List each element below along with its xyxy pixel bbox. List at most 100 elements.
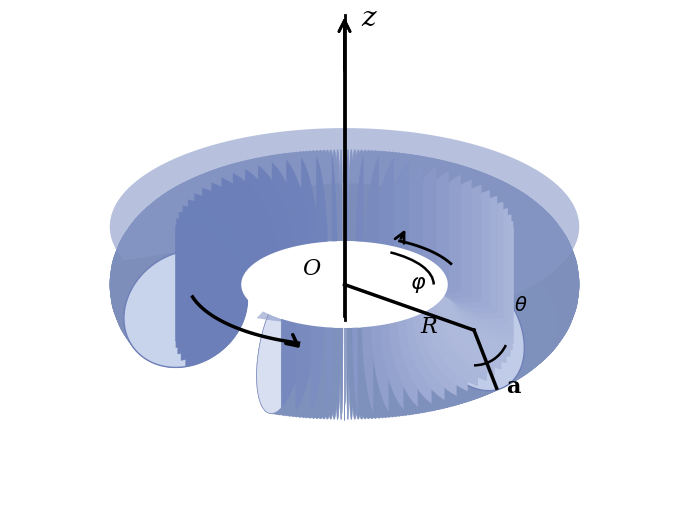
Polygon shape	[190, 169, 276, 293]
Polygon shape	[288, 290, 320, 417]
Polygon shape	[440, 252, 501, 369]
Polygon shape	[110, 230, 241, 346]
Polygon shape	[124, 250, 247, 367]
Polygon shape	[296, 290, 323, 418]
Polygon shape	[176, 232, 241, 347]
Polygon shape	[185, 250, 247, 366]
Polygon shape	[383, 156, 433, 282]
Polygon shape	[420, 272, 468, 391]
Polygon shape	[368, 152, 398, 279]
Polygon shape	[324, 150, 336, 278]
Polygon shape	[340, 150, 342, 278]
Polygon shape	[272, 288, 313, 415]
Polygon shape	[284, 152, 318, 279]
Polygon shape	[446, 241, 510, 356]
Polygon shape	[241, 241, 448, 328]
Polygon shape	[424, 270, 524, 391]
Polygon shape	[442, 203, 566, 320]
Polygon shape	[311, 290, 324, 412]
Polygon shape	[439, 254, 559, 372]
Polygon shape	[147, 186, 258, 305]
Polygon shape	[256, 287, 306, 414]
Polygon shape	[116, 244, 244, 360]
Polygon shape	[284, 289, 318, 417]
Polygon shape	[441, 251, 564, 369]
Polygon shape	[431, 186, 542, 305]
Polygon shape	[112, 217, 242, 332]
Polygon shape	[356, 150, 369, 278]
Polygon shape	[444, 207, 570, 323]
Polygon shape	[448, 234, 578, 350]
Polygon shape	[328, 150, 338, 278]
Polygon shape	[436, 259, 552, 377]
Polygon shape	[435, 191, 550, 310]
Polygon shape	[121, 204, 246, 321]
Polygon shape	[264, 288, 309, 415]
Polygon shape	[137, 192, 253, 310]
Polygon shape	[115, 212, 243, 328]
Polygon shape	[112, 236, 242, 351]
Polygon shape	[120, 205, 245, 322]
Polygon shape	[362, 290, 373, 413]
Polygon shape	[327, 291, 333, 413]
Polygon shape	[395, 160, 458, 285]
Polygon shape	[231, 160, 294, 285]
Polygon shape	[448, 229, 579, 345]
Polygon shape	[444, 247, 506, 363]
Polygon shape	[288, 152, 320, 279]
Polygon shape	[398, 283, 465, 408]
Polygon shape	[280, 153, 316, 280]
Polygon shape	[173, 175, 269, 297]
Polygon shape	[241, 241, 448, 328]
Polygon shape	[296, 151, 323, 279]
Polygon shape	[348, 292, 353, 419]
Polygon shape	[364, 151, 389, 279]
Polygon shape	[118, 245, 245, 361]
Polygon shape	[112, 216, 242, 331]
Polygon shape	[380, 288, 425, 415]
Polygon shape	[426, 268, 477, 386]
Polygon shape	[276, 153, 314, 280]
Polygon shape	[393, 285, 455, 410]
Polygon shape	[438, 194, 555, 312]
Polygon shape	[443, 248, 568, 365]
Polygon shape	[405, 280, 482, 404]
Polygon shape	[378, 154, 421, 281]
Polygon shape	[373, 289, 409, 416]
Polygon shape	[446, 243, 573, 358]
Polygon shape	[434, 190, 548, 309]
Polygon shape	[448, 222, 579, 337]
Polygon shape	[260, 155, 307, 281]
Polygon shape	[389, 157, 444, 283]
Polygon shape	[407, 279, 486, 403]
Polygon shape	[141, 190, 255, 309]
Polygon shape	[376, 288, 417, 415]
Polygon shape	[447, 234, 513, 350]
Polygon shape	[245, 157, 300, 283]
Polygon shape	[110, 227, 241, 342]
Polygon shape	[431, 264, 539, 384]
Polygon shape	[356, 156, 363, 278]
Polygon shape	[448, 233, 578, 348]
Polygon shape	[280, 289, 316, 416]
Polygon shape	[112, 237, 242, 353]
Polygon shape	[390, 285, 447, 411]
Polygon shape	[132, 195, 251, 313]
Polygon shape	[428, 185, 481, 303]
Polygon shape	[420, 272, 516, 393]
Polygon shape	[441, 200, 562, 316]
Polygon shape	[245, 169, 284, 289]
Polygon shape	[373, 153, 409, 280]
Polygon shape	[111, 220, 241, 336]
Polygon shape	[415, 175, 460, 294]
Polygon shape	[139, 191, 254, 310]
Polygon shape	[183, 206, 245, 322]
Polygon shape	[393, 159, 455, 285]
Polygon shape	[441, 252, 562, 370]
Polygon shape	[410, 278, 492, 401]
Polygon shape	[442, 202, 503, 319]
Polygon shape	[387, 286, 440, 412]
Polygon shape	[382, 155, 429, 281]
Polygon shape	[447, 218, 577, 333]
Polygon shape	[448, 232, 579, 347]
